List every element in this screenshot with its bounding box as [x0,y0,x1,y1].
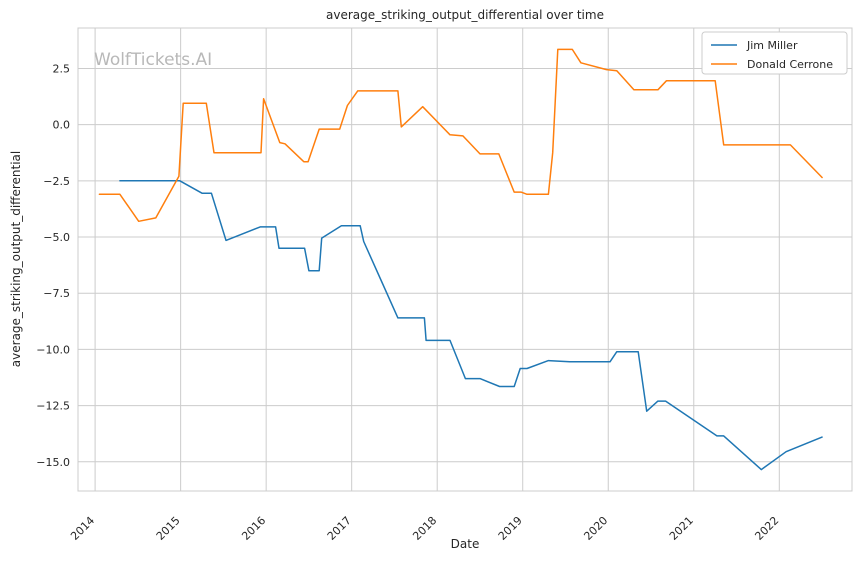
legend-label-donald-cerrone: Donald Cerrone [747,58,833,71]
y-tick-labels: 2.5 0.0 −2.5 −5.0 −7.5 −10.0 −12.5 −15.0 [36,62,70,468]
y-tick-label: −10.0 [36,343,70,356]
y-tick-label: −12.5 [36,400,70,413]
y-tick-label: −15.0 [36,456,70,469]
y-tick-label: 0.0 [53,119,71,132]
grid-lines [78,28,852,491]
legend-label-jim-miller: Jim Miller [746,39,798,52]
series-line-jim-miller [119,180,823,471]
plot-area-frame [77,27,853,492]
series-line-donald-cerrone [98,48,823,223]
y-tick-label: 2.5 [53,62,71,75]
chart-title: average_striking_output_differential ove… [326,8,604,22]
y-tick-label: −7.5 [43,287,70,300]
y-axis-title: average_striking_output_differential [9,151,23,367]
legend-box [701,31,848,75]
watermark-text: WolfTickets.AI [94,50,212,70]
series-layer [98,48,823,471]
x-axis-title: Date [451,537,480,551]
y-tick-label: −5.0 [43,231,70,244]
y-tick-label: −2.5 [43,175,70,188]
legend: Jim Miller Donald Cerrone [701,31,848,75]
